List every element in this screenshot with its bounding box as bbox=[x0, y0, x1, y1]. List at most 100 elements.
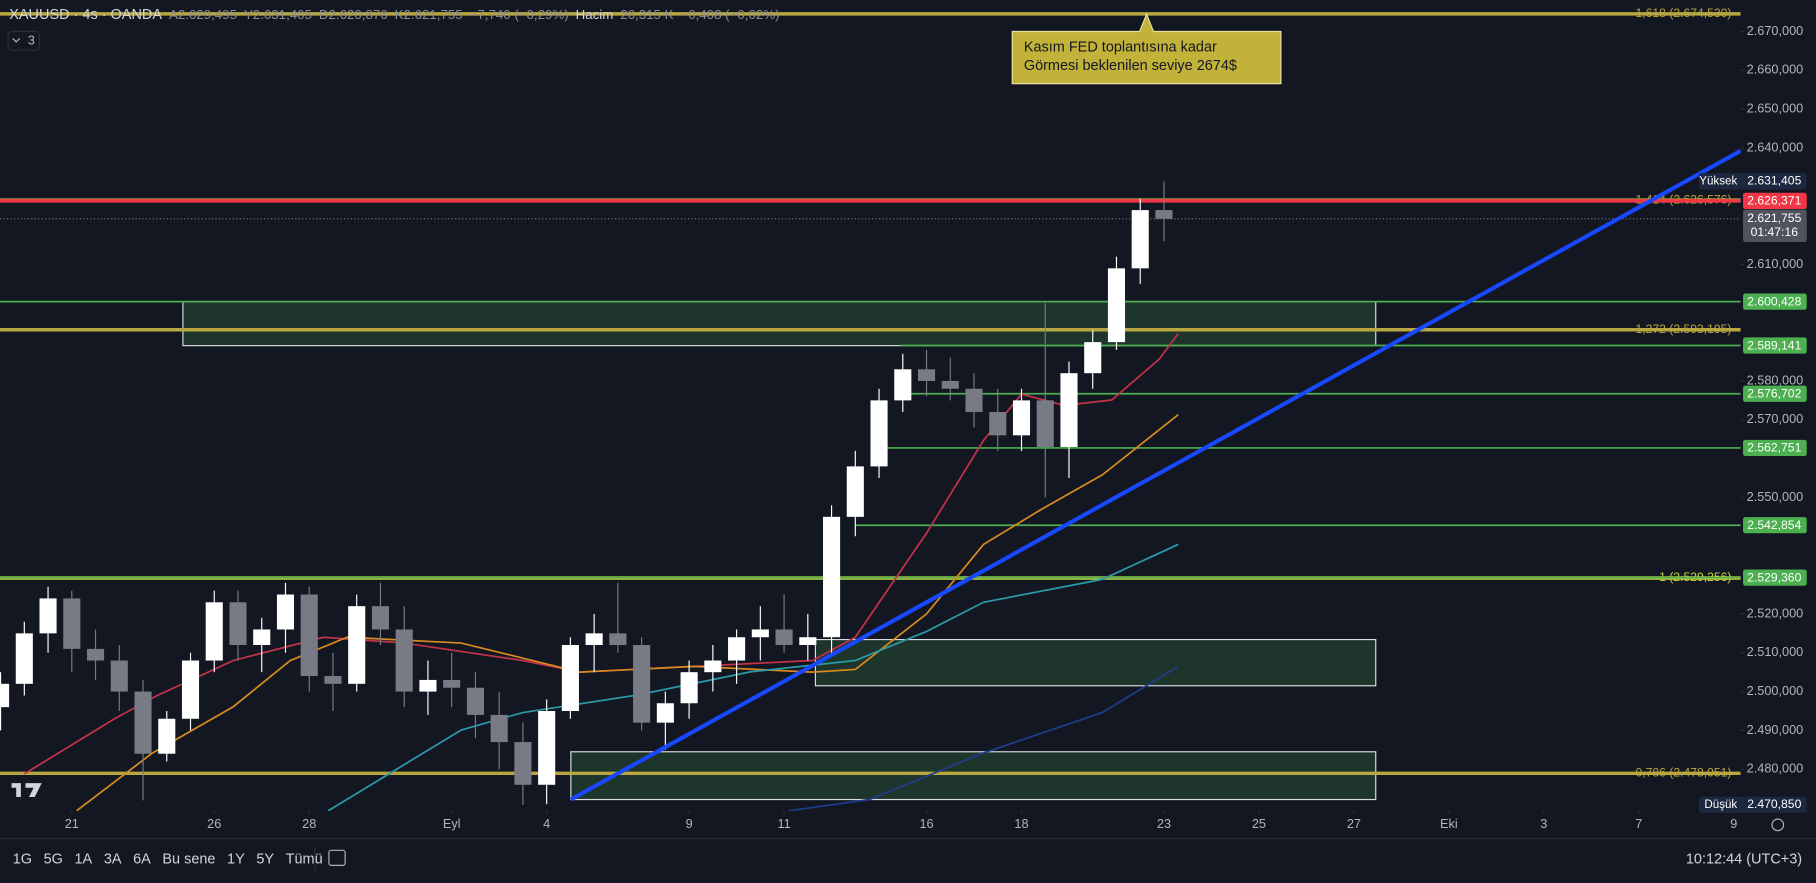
candle-body bbox=[205, 602, 223, 661]
x-tick-label: 3 bbox=[1540, 816, 1547, 831]
trendline bbox=[569, 148, 1741, 802]
candle-body bbox=[395, 629, 413, 692]
price-badge-label: 2.576,702 bbox=[1747, 387, 1801, 401]
candle-body bbox=[348, 606, 366, 684]
candle-body bbox=[656, 703, 674, 723]
y-tick-label: 2.670,000 bbox=[1747, 23, 1804, 38]
extreme-badge bbox=[1699, 796, 1807, 813]
y-tick-label: 2.640,000 bbox=[1747, 139, 1804, 154]
candle-body bbox=[775, 629, 793, 645]
price-badge bbox=[1743, 337, 1807, 354]
zone bbox=[814, 638, 1377, 687]
settings-button[interactable] bbox=[1771, 818, 1785, 832]
price-badge-label: 2.600,428 bbox=[1747, 294, 1801, 308]
candle-body bbox=[704, 660, 722, 673]
x-tick-label: 9 bbox=[686, 816, 693, 831]
y-tick-label: 2.650,000 bbox=[1747, 101, 1804, 116]
price-badge bbox=[1743, 192, 1807, 210]
moving-average bbox=[327, 543, 1179, 811]
range-button[interactable]: 1Y bbox=[227, 851, 245, 867]
y-tick-label: 2.660,000 bbox=[1747, 62, 1804, 77]
logo bbox=[11, 783, 42, 798]
candle-body bbox=[846, 466, 864, 517]
candle-body bbox=[39, 598, 57, 634]
candle-body bbox=[490, 714, 508, 743]
candle-body bbox=[276, 594, 295, 630]
candle-body bbox=[15, 633, 33, 684]
x-tick-label: 4 bbox=[543, 816, 550, 831]
callout-box bbox=[1011, 12, 1282, 85]
range-button[interactable]: 5Y bbox=[256, 851, 274, 867]
y-tick-label: 2.510,000 bbox=[1747, 644, 1804, 659]
range-button[interactable]: 1G bbox=[13, 851, 32, 867]
price-axis: 2.626,371 2.600,428 2.589,141 2.576,702 2.56… bbox=[65, 23, 1807, 831]
x-tick-label: 9 bbox=[1730, 816, 1737, 831]
candle-body bbox=[466, 687, 484, 715]
range-button[interactable]: 3A bbox=[104, 851, 122, 867]
candle-body bbox=[1060, 373, 1078, 447]
date-range-button[interactable] bbox=[328, 849, 346, 866]
indicator-toggle[interactable] bbox=[7, 30, 40, 51]
countdown: 01:47:16 bbox=[1751, 225, 1799, 239]
extreme-name: Düşük bbox=[1704, 799, 1737, 811]
current-badge bbox=[1743, 209, 1807, 242]
indicator-count[interactable]: 3 bbox=[28, 33, 35, 48]
price-badge-label: 2.542,854 bbox=[1747, 518, 1801, 532]
x-tick-label: 16 bbox=[919, 816, 933, 831]
y-tick-label: 2.580,000 bbox=[1747, 372, 1804, 387]
legend-text: K2.621,755 bbox=[395, 7, 463, 22]
extreme-badge bbox=[1699, 173, 1807, 190]
legend-text: Y2.631,405 bbox=[244, 7, 312, 22]
x-tick-label: 11 bbox=[777, 816, 790, 831]
fib-label: 1,618 (2.674,530) bbox=[1635, 6, 1731, 20]
plot-area: 1,618 (2.674,530)1,414 (2.626,576)1,272 … bbox=[0, 6, 1741, 811]
extreme-value: 2.470,850 bbox=[1747, 797, 1801, 811]
candle-body bbox=[1131, 210, 1149, 269]
candle-body bbox=[324, 676, 342, 684]
x-tick-label: 23 bbox=[1157, 816, 1171, 831]
extreme-name: Yüksek bbox=[1699, 175, 1737, 187]
legend-text: A2.629,495 bbox=[169, 7, 237, 22]
candle-body bbox=[751, 629, 769, 638]
current-price-label: 2.621,755 bbox=[1747, 211, 1801, 225]
candle-body bbox=[728, 637, 746, 661]
x-tick-label: 18 bbox=[1014, 816, 1028, 831]
tv-logo bbox=[11, 783, 42, 798]
zone bbox=[182, 301, 1377, 347]
price-badge bbox=[1743, 569, 1807, 586]
candle-body bbox=[1155, 210, 1173, 219]
candle-body bbox=[1084, 342, 1102, 374]
candle-body bbox=[633, 644, 651, 723]
x-tick-label: 28 bbox=[302, 816, 316, 831]
candle-body bbox=[609, 633, 627, 645]
candle-body bbox=[371, 606, 390, 630]
range-button[interactable]: Bu sene bbox=[162, 851, 215, 867]
candle-body bbox=[585, 633, 603, 645]
price-badge bbox=[1743, 385, 1807, 402]
range-button[interactable]: Tümü bbox=[286, 851, 323, 867]
moving-average bbox=[788, 665, 1179, 811]
fib-label: 1,272 (2.593,195) bbox=[1635, 322, 1731, 336]
range-button[interactable]: 5G bbox=[44, 851, 63, 867]
toolbar: 1G 5G 1A 3A 6A Bu sene 1Y 5Y Tümü bbox=[13, 851, 323, 867]
candle-body bbox=[419, 679, 437, 692]
price-badge-label: 2.562,751 bbox=[1747, 441, 1801, 455]
chevron-icon bbox=[12, 38, 21, 43]
candle-body bbox=[300, 594, 318, 677]
zone bbox=[570, 751, 1377, 801]
legend-text: XAUUSD · 4s · OANDA bbox=[9, 7, 162, 23]
candle-body bbox=[514, 742, 532, 785]
x-tick-label: 26 bbox=[207, 816, 221, 831]
annotation-callout: Kasım FED toplantısına kadar Görmesi bek… bbox=[1011, 12, 1282, 85]
range-button[interactable]: 1A bbox=[75, 851, 93, 867]
candle-body bbox=[680, 672, 698, 704]
candle-body bbox=[86, 648, 105, 661]
y-tick-label: 2.550,000 bbox=[1747, 489, 1804, 504]
price-badge bbox=[1743, 293, 1807, 310]
candle-body bbox=[538, 711, 556, 785]
candle-body bbox=[894, 369, 912, 401]
range-button[interactable]: 6A bbox=[133, 851, 151, 867]
y-tick-label: 2.610,000 bbox=[1747, 256, 1804, 271]
candle-body bbox=[181, 660, 200, 719]
candle-body bbox=[443, 679, 461, 688]
